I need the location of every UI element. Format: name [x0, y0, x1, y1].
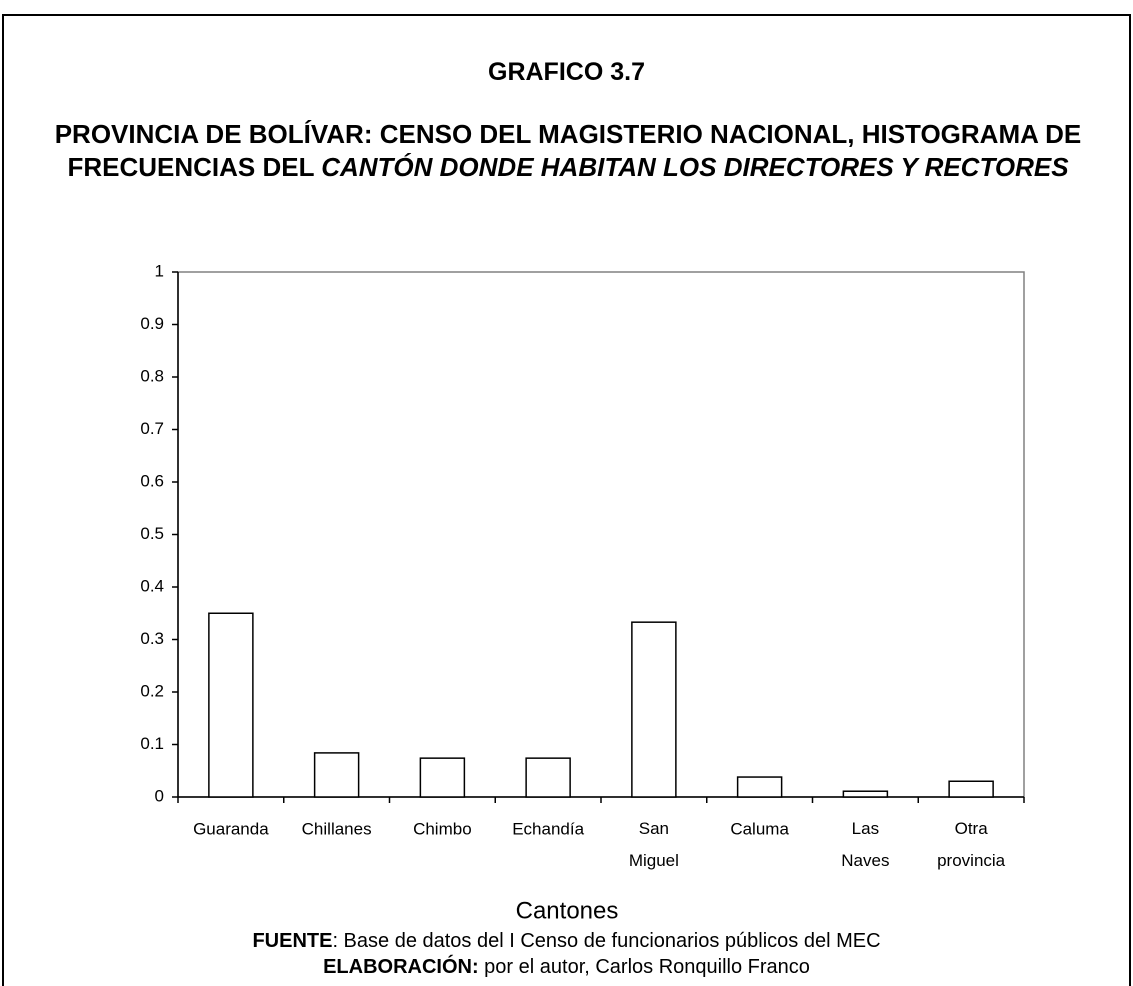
x-tick-label: Guaranda	[193, 819, 269, 838]
y-tick-label: 0.5	[140, 524, 164, 543]
frame	[2, 14, 1131, 986]
y-tick-label: 0.8	[140, 366, 164, 385]
plot-frame	[177, 271, 1025, 798]
y-tick-label: 0.9	[140, 314, 164, 333]
x-tick-label: Las Naves	[841, 819, 889, 870]
x-tick-label: Chillanes	[302, 819, 372, 838]
chart-title: GRAFICO 3.7	[488, 58, 645, 86]
bar	[313, 752, 360, 798]
x-tick-label: Caluma	[730, 819, 789, 838]
bar	[736, 776, 783, 798]
bar	[419, 757, 466, 798]
credit-label: ELABORACIÓN:	[323, 956, 479, 978]
x-axis-label: Cantones	[516, 897, 619, 924]
chart-subtitle: PROVINCIA DE BOLÍVAR: CENSO DEL MAGISTER…	[8, 118, 1128, 184]
x-tick-label: Chimbo	[413, 819, 472, 838]
credit: ELABORACIÓN: por el autor, Carlos Ronqui…	[0, 956, 1133, 979]
x-tick-label: San Miguel	[629, 819, 679, 870]
y-tick-label: 0	[155, 786, 164, 805]
y-tick-label: 0.6	[140, 471, 164, 490]
source-label: FUENTE	[252, 930, 333, 952]
y-tick-label: 0.2	[140, 681, 164, 700]
y-tick-label: 0.1	[140, 734, 164, 753]
source: FUENTE: Base de datos del I Censo de fun…	[0, 930, 1133, 953]
y-tick-label: 0.4	[140, 576, 164, 595]
y-tick-label: 0.7	[140, 419, 164, 438]
bar	[842, 790, 889, 798]
y-tick-label: 1	[155, 261, 164, 280]
credit-text: por el autor, Carlos Ronquillo Franco	[478, 956, 810, 978]
chart: Cantones 0 0.1 0.2 0.3 0.4 0.5 0.6 0.7 0.8 0.9 1 Gu…	[140, 261, 1025, 924]
source-text: : Base de datos del I Censo de funcionar…	[332, 930, 881, 952]
x-tick-label: Otra provincia	[937, 819, 1006, 870]
bar	[631, 621, 677, 798]
bar	[525, 757, 571, 798]
subtitle-italic: CANTÓN DONDE HABITAN LOS DIRECTORES Y RE…	[321, 152, 1069, 182]
y-tick-label: 0.3	[140, 629, 164, 648]
bar	[208, 612, 254, 798]
subtitle-text: PROVINCIA DE BOLÍVAR: CENSO DEL MAGISTER…	[54, 119, 1082, 182]
bar	[948, 780, 994, 798]
x-tick-label: Echandía	[512, 819, 584, 838]
